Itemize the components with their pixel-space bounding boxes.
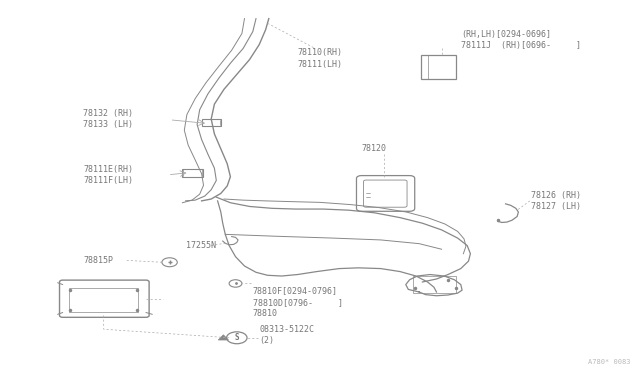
Bar xyxy=(202,119,221,126)
Text: 78132 (RH)
78133 (LH): 78132 (RH) 78133 (LH) xyxy=(83,109,133,129)
Bar xyxy=(69,288,138,312)
Polygon shape xyxy=(218,335,228,340)
Text: 78126 (RH)
78127 (LH): 78126 (RH) 78127 (LH) xyxy=(531,191,581,211)
Text: 08313-5122C
(2): 08313-5122C (2) xyxy=(259,325,314,345)
Text: S: S xyxy=(234,333,239,342)
Text: 17255N: 17255N xyxy=(186,241,216,250)
Text: 78810F[0294-0796]
78810D[0796-     ]
78810: 78810F[0294-0796] 78810D[0796- ] 78810 xyxy=(253,286,343,318)
Text: (RH,LH)[0294-0696]
78111J  (RH)[0696-     ]: (RH,LH)[0294-0696] 78111J (RH)[0696- ] xyxy=(461,30,581,50)
Bar xyxy=(413,276,456,293)
Text: 78111E(RH)
78111F(LH): 78111E(RH) 78111F(LH) xyxy=(83,165,133,185)
Bar xyxy=(421,55,456,79)
Text: 78120: 78120 xyxy=(362,144,387,153)
Text: 78815P: 78815P xyxy=(83,256,113,265)
Text: A780* 0083: A780* 0083 xyxy=(588,359,630,365)
Bar xyxy=(182,169,203,177)
Text: 78110(RH)
78111(LH): 78110(RH) 78111(LH) xyxy=(298,48,342,69)
